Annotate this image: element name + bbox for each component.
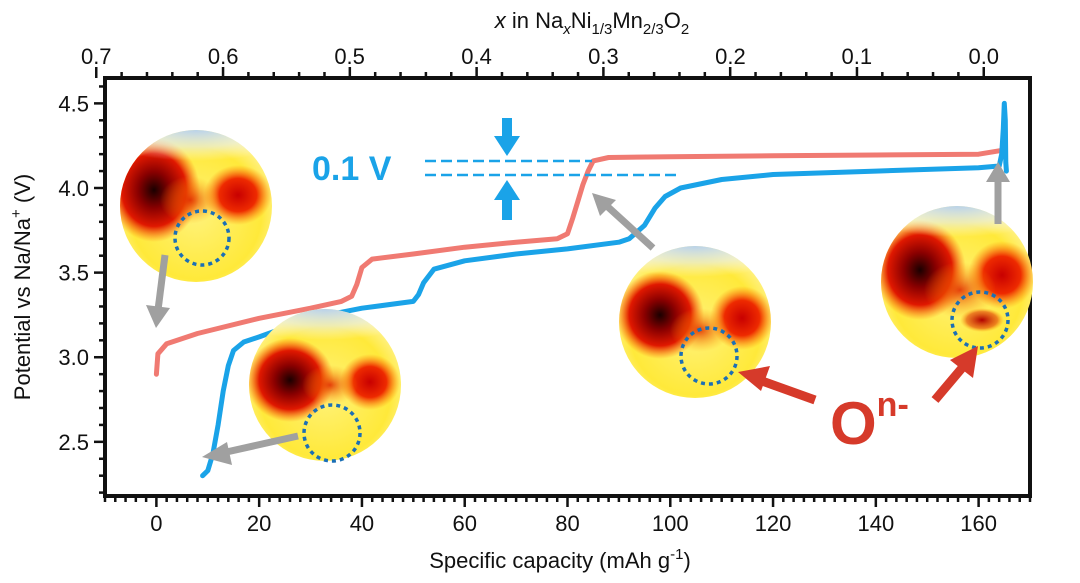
top-tick-label: 0.5	[334, 44, 365, 69]
y-tick-label: 4.5	[58, 91, 89, 116]
gray-arrow-2	[202, 432, 299, 465]
y-axis-title: Potential vs Na/Na+ (V)	[8, 174, 35, 400]
gray-arrow-1	[146, 254, 170, 328]
top-tick-label: 0.6	[208, 44, 239, 69]
x-tick-label: 0	[150, 511, 162, 536]
gray-arrows	[146, 162, 1010, 465]
x-tick-label: 140	[857, 511, 894, 536]
series-layer	[153, 100, 1009, 479]
delta-v-annotation: 0.1 V	[312, 118, 680, 220]
dotted-circle-3	[679, 326, 739, 386]
down-arrow	[494, 118, 520, 156]
x-tick-label: 20	[247, 511, 271, 536]
top-tick-label: 0.0	[968, 44, 999, 69]
gray-arrow-3	[592, 193, 656, 251]
y-tick-label: 2.5	[58, 430, 89, 455]
x-tick-label: 60	[452, 511, 476, 536]
x-tick-label: 120	[755, 511, 792, 536]
red-arrow-right	[931, 346, 978, 403]
series-line-1	[153, 148, 1002, 377]
top-tick-label: 0.4	[461, 44, 492, 69]
top-axis-title: x in NaxNi1/3Mn2/3O2	[494, 8, 690, 38]
top-tick-label: 0.1	[842, 44, 873, 69]
xps-map-inset-1	[120, 130, 272, 282]
top-tick-label: 0.3	[588, 44, 619, 69]
axis-ticks	[94, 67, 1032, 507]
up-arrow	[494, 180, 520, 220]
x-tick-label: 40	[350, 511, 374, 536]
y-tick-label: 3.5	[58, 261, 89, 286]
dotted-circle-1	[173, 209, 231, 267]
red-arrow-left	[738, 366, 817, 405]
series-line-2	[200, 100, 1009, 479]
dotted-circle-2	[302, 403, 362, 463]
top-tick-label: 0.2	[715, 44, 746, 69]
y-tick-label: 3.0	[58, 345, 89, 370]
oxygen-label: On-	[830, 386, 909, 457]
y-tick-label: 4.0	[58, 176, 89, 201]
x-tick-label: 80	[555, 511, 579, 536]
x-axis-title: Specific capacity (mAh g-1)	[429, 546, 691, 573]
x-tick-label: 160	[960, 511, 997, 536]
x-tick-label: 100	[652, 511, 689, 536]
xps-map-inset-2	[249, 309, 401, 463]
oxygen-annotation: On-	[738, 346, 978, 457]
gray-arrow-4	[986, 162, 1010, 224]
delta-v-label: 0.1 V	[312, 150, 392, 188]
axis-tick-labels: 0 20 40 60 80 100 120 140 160 2.5 3.0 3.5 4.0 4.5 0.7 0…	[58, 44, 999, 536]
xps-map-inset-4	[881, 206, 1033, 358]
dotted-circle-4	[950, 290, 1010, 350]
top-tick-label: 0.7	[81, 44, 112, 69]
